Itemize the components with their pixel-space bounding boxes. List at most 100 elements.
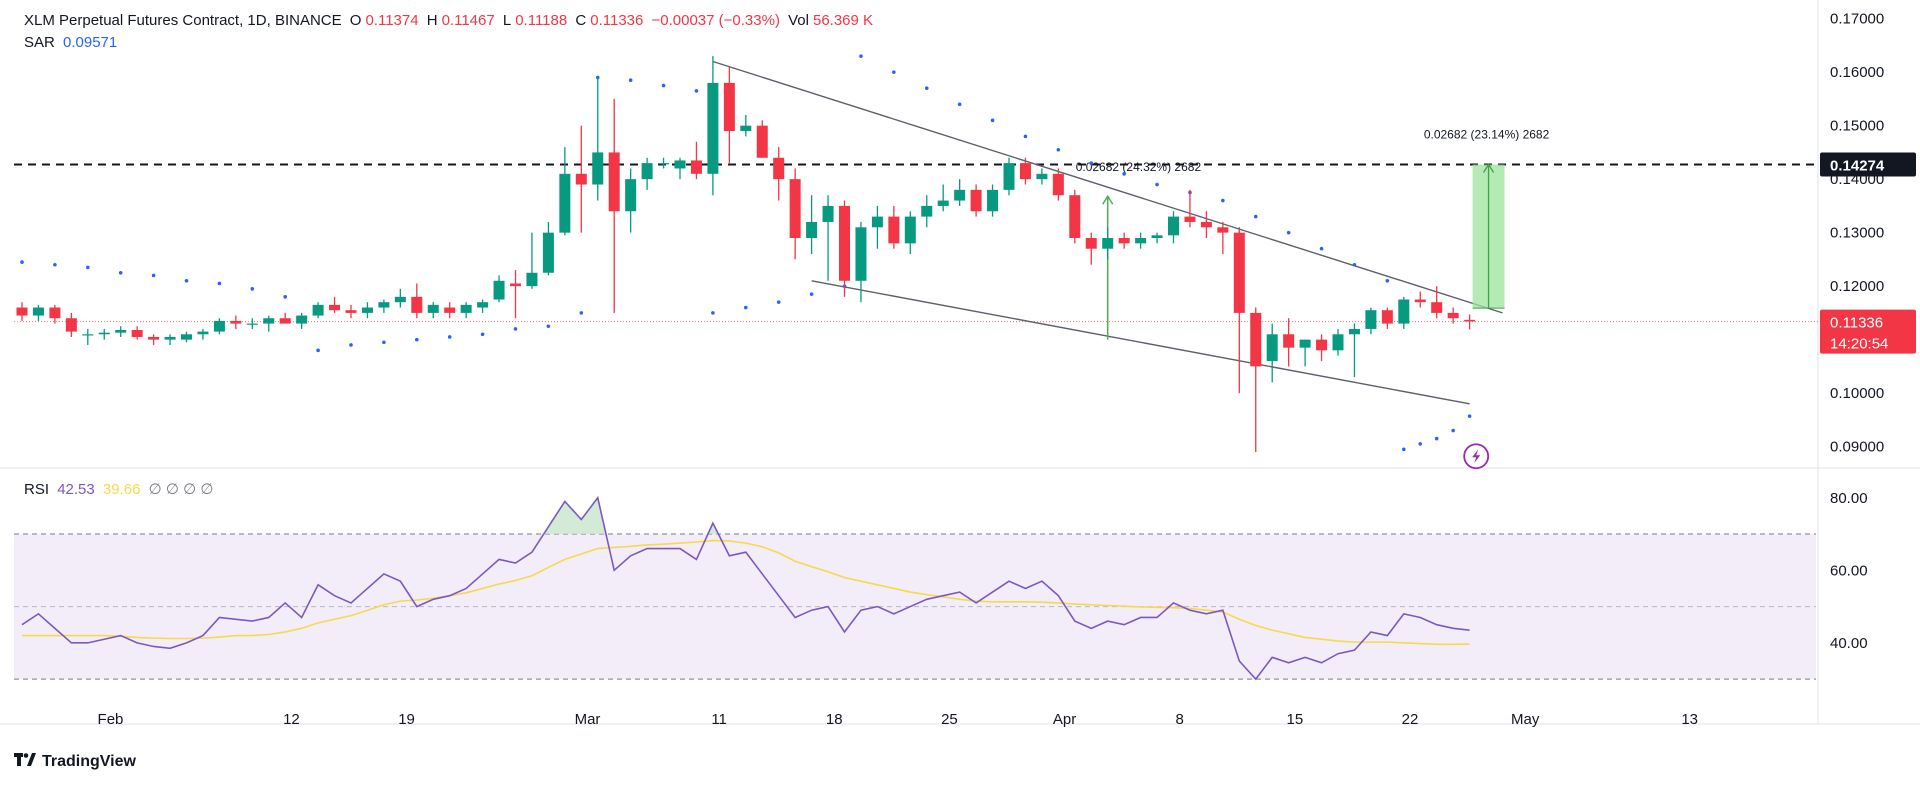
time-axis-tick: 22 bbox=[1402, 711, 1419, 728]
sar-dot bbox=[776, 300, 781, 304]
candle bbox=[1348, 323, 1360, 378]
candle-body bbox=[921, 205, 933, 217]
candle-body bbox=[690, 160, 702, 174]
candle bbox=[131, 326, 143, 340]
time-axis-tick: 25 bbox=[941, 711, 958, 728]
rsi-axis-tick: 60.00 bbox=[1830, 562, 1868, 579]
candle bbox=[1135, 232, 1147, 249]
sar-dot bbox=[711, 311, 715, 315]
candle-body bbox=[970, 189, 982, 212]
candle-body bbox=[937, 200, 949, 206]
candle-body bbox=[822, 205, 834, 222]
candle-body bbox=[1447, 312, 1459, 319]
candle-body bbox=[1217, 227, 1229, 233]
candle bbox=[1299, 339, 1311, 367]
tradingview-logo[interactable]: TradingView bbox=[14, 752, 136, 772]
sar-dot bbox=[480, 332, 485, 337]
candle-body bbox=[1250, 312, 1262, 367]
candle-body bbox=[625, 179, 637, 212]
sar-dot bbox=[1056, 147, 1061, 152]
candle bbox=[954, 179, 966, 206]
sar-dot bbox=[1467, 414, 1472, 418]
candle-body bbox=[1052, 173, 1064, 196]
candle-body bbox=[1102, 238, 1114, 249]
sar-dot bbox=[546, 324, 551, 329]
rsi-ma-line bbox=[22, 539, 1470, 646]
sar-dot bbox=[744, 305, 748, 310]
sar-dot bbox=[1434, 436, 1439, 441]
candle-body bbox=[510, 283, 521, 287]
candle bbox=[345, 304, 357, 319]
candle bbox=[411, 283, 423, 319]
candle-body bbox=[296, 315, 308, 324]
candle-body bbox=[526, 272, 538, 287]
low-label: L bbox=[502, 12, 512, 29]
candle bbox=[1184, 189, 1196, 228]
candle bbox=[1316, 334, 1328, 362]
candle bbox=[1398, 296, 1410, 329]
countdown-label: 14:20:54 bbox=[1830, 336, 1888, 353]
candle bbox=[361, 302, 373, 319]
candle bbox=[230, 315, 242, 329]
sar-dot bbox=[513, 327, 518, 331]
candle-body bbox=[789, 179, 801, 238]
candle bbox=[1151, 232, 1163, 244]
candle bbox=[806, 195, 818, 255]
candle bbox=[1085, 232, 1097, 265]
candle-body bbox=[345, 310, 357, 313]
candle-body bbox=[756, 125, 768, 158]
candle-body bbox=[904, 216, 916, 244]
time-axis-tick: 13 bbox=[1681, 711, 1698, 728]
sar-dot bbox=[924, 86, 929, 91]
sar-dot bbox=[579, 311, 584, 315]
candle bbox=[263, 315, 275, 332]
candle-body bbox=[312, 304, 324, 316]
candle-body bbox=[1316, 339, 1328, 351]
sar-dot bbox=[1352, 262, 1357, 267]
candle-body bbox=[230, 320, 242, 324]
current-price-box bbox=[1820, 309, 1916, 354]
sar-dot bbox=[250, 287, 255, 291]
candle-body bbox=[246, 323, 258, 325]
sar-dot bbox=[1122, 172, 1126, 176]
candle bbox=[1003, 157, 1015, 196]
candle bbox=[658, 157, 670, 169]
candle bbox=[1036, 168, 1048, 185]
candle-body bbox=[411, 296, 423, 313]
candle bbox=[723, 66, 735, 164]
candle-body bbox=[559, 173, 571, 233]
sar-dot bbox=[694, 89, 699, 93]
candle-body bbox=[394, 296, 406, 303]
sar-dot bbox=[1402, 447, 1406, 452]
candle-body bbox=[1184, 216, 1196, 222]
candle-body bbox=[1332, 334, 1344, 351]
candle bbox=[839, 200, 850, 297]
sar-legend[interactable]: SAR 0.09571 bbox=[24, 34, 121, 51]
candle-body bbox=[444, 307, 456, 313]
candle bbox=[1233, 227, 1245, 394]
rsi-legend[interactable]: RSI 42.53 39.66 ∅ ∅ ∅ ∅ bbox=[24, 480, 217, 498]
candle-body bbox=[888, 216, 900, 244]
candle-body bbox=[1003, 163, 1015, 190]
candle-body bbox=[460, 304, 472, 313]
candle bbox=[329, 296, 341, 313]
candle bbox=[115, 326, 127, 337]
candle bbox=[1447, 307, 1459, 324]
candle bbox=[1168, 211, 1179, 244]
candle-body bbox=[378, 302, 390, 308]
candle-body bbox=[1069, 195, 1081, 238]
candle bbox=[16, 302, 28, 321]
candle-body bbox=[592, 152, 604, 185]
candle-body bbox=[427, 304, 439, 313]
candle-body bbox=[1431, 302, 1443, 313]
rsi-extra-values: ∅ ∅ ∅ ∅ bbox=[148, 481, 214, 498]
sar-dot bbox=[20, 260, 24, 264]
time-axis-tick: 18 bbox=[826, 711, 843, 728]
rsi-label: RSI bbox=[24, 481, 50, 498]
time-axis-tick: 15 bbox=[1287, 711, 1304, 728]
rsi-axis-tick: 80.00 bbox=[1830, 490, 1868, 507]
candle bbox=[1069, 189, 1081, 244]
tradingview-brand-name: TradingView bbox=[42, 753, 136, 770]
